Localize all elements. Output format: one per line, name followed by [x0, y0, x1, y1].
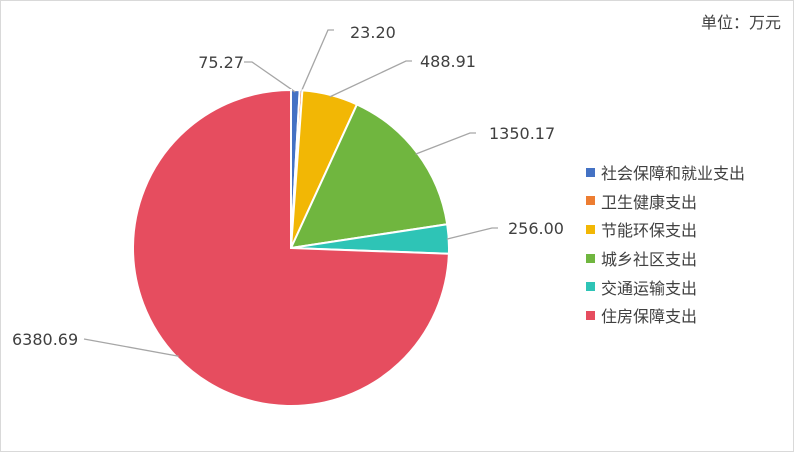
legend-label: 住房保障支出	[601, 307, 698, 327]
leader-line-4	[415, 132, 476, 155]
legend-item-5: 交通运输支出	[586, 272, 745, 301]
leader-line-3	[329, 60, 412, 98]
unit-label: 单位：万元	[700, 13, 781, 32]
legend-label: 社会保障和就业支出	[601, 164, 746, 184]
legend-item-3: 节能环保支出	[586, 215, 745, 244]
pie-slice-6	[132, 88, 450, 407]
legend-swatch	[586, 196, 595, 206]
legend-label: 交通运输支出	[601, 278, 698, 298]
legend-label: 卫生健康支出	[601, 192, 698, 212]
leader-line-6	[83, 338, 179, 357]
legend-swatch	[586, 282, 595, 292]
value-label-3: 488.91	[420, 52, 476, 71]
legend-swatch	[586, 310, 595, 320]
legend-item-2: 卫生健康支出	[586, 187, 745, 216]
leader-line-1	[244, 61, 296, 93]
legend-swatch	[586, 224, 595, 234]
leader-line-2	[300, 29, 334, 93]
value-label-6: 6380.69	[12, 330, 78, 349]
legend-item-4: 城乡社区支出	[586, 244, 745, 273]
legend-swatch	[586, 253, 595, 263]
legend-swatch	[586, 167, 595, 177]
value-label-2: 23.20	[350, 23, 396, 42]
value-label-1: 75.27	[198, 53, 244, 72]
value-label-4: 1350.17	[489, 124, 555, 143]
legend-item-6: 住房保障支出	[586, 301, 745, 330]
legend-label: 节能环保支出	[601, 221, 698, 241]
value-label-5: 256.00	[508, 219, 564, 238]
legend-item-1: 社会保障和就业支出	[586, 158, 745, 187]
legend: 社会保障和就业支出 卫生健康支出 节能环保支出 城乡社区支出 交通运输支出 住房保障支出	[586, 158, 745, 330]
leader-line-5	[446, 227, 498, 240]
legend-label: 城乡社区支出	[601, 250, 698, 270]
